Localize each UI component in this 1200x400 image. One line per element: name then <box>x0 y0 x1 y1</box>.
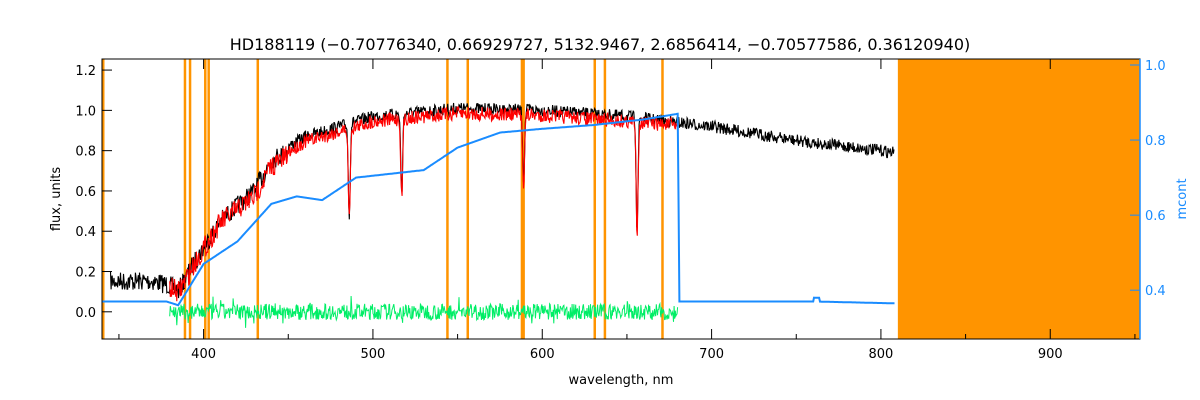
y-tick-label: 0.4 <box>75 225 96 240</box>
x-tick-label: 800 <box>869 347 894 362</box>
x-tick-label: 700 <box>699 347 724 362</box>
x-tick-label: 500 <box>361 347 386 362</box>
x-tick-label: 600 <box>530 347 555 362</box>
series-group <box>102 102 895 328</box>
series-model <box>169 105 679 302</box>
y2-tick-label: 0.6 <box>1145 209 1166 224</box>
y-tick-label: 1.0 <box>75 104 96 119</box>
y2-tick-label: 0.4 <box>1145 284 1166 299</box>
series-mcont <box>102 112 895 307</box>
series-residual <box>169 295 679 328</box>
y-tick-label: 1.2 <box>75 64 96 79</box>
y2-axis-label: mcont <box>1175 178 1190 219</box>
y-tick-label: 0.6 <box>75 185 96 200</box>
y-axis-label: flux, units <box>49 167 64 232</box>
y2-tick-label: 1.0 <box>1145 59 1166 74</box>
chart-title: HD188119 (−0.70776340, 0.66929727, 5132.… <box>230 35 971 54</box>
axes <box>101 58 1141 340</box>
x-axis-label: wavelength, nm <box>569 373 674 388</box>
y-tick-label: 0.2 <box>75 266 96 281</box>
y-tick-label: 0.8 <box>75 145 96 160</box>
y-tick-label: 0.0 <box>75 306 96 321</box>
y2-tick-label: 0.8 <box>1145 134 1166 149</box>
x-tick-label: 400 <box>191 347 216 362</box>
x-tick-label: 900 <box>1038 347 1063 362</box>
masked-region <box>897 59 1140 339</box>
